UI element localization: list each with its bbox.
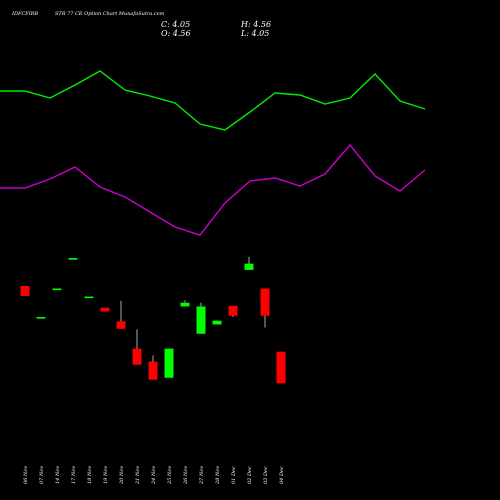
candle	[116, 300, 126, 329]
candle-body	[276, 351, 286, 384]
magenta-indicator-line	[0, 143, 426, 236]
x-tick-label: 03 Dec	[263, 466, 269, 484]
candle-body	[148, 361, 158, 380]
x-tick-label: 24 Nov	[151, 466, 157, 485]
candle	[244, 256, 254, 270]
candle-body	[116, 321, 126, 329]
x-tick-label: 04 Dec	[279, 466, 285, 484]
candle-body	[132, 348, 142, 365]
x-tick-label: 25 Nov	[167, 466, 173, 485]
open-value: O: 4.56	[161, 29, 191, 38]
candle-body	[20, 286, 30, 296]
candle	[180, 300, 190, 307]
x-tick-label: 06 Nov	[23, 466, 29, 484]
candle	[20, 286, 30, 296]
candle	[100, 307, 110, 312]
low-value: L: 4.05	[241, 29, 270, 38]
candle	[164, 348, 174, 378]
candle-body	[196, 306, 206, 334]
candle-body	[260, 288, 270, 316]
candle	[36, 317, 46, 319]
candle	[132, 329, 142, 365]
candle	[260, 288, 270, 328]
x-tick-label: 14 Nov	[55, 466, 61, 484]
candle	[228, 305, 238, 317]
candle	[212, 320, 222, 325]
x-tick-label: 01 Dec	[231, 466, 237, 484]
candle-body	[68, 258, 78, 260]
close-value: C: 4.05	[161, 20, 191, 29]
x-tick-label: 20 Nov	[119, 466, 125, 485]
x-tick-label: 27 Nov	[199, 466, 205, 485]
candle	[68, 258, 78, 260]
x-axis-tick-labels: 06 Nov 07 Nov 14 Nov 17 Nov 18 Nov 19 Nov 20 N…	[23, 466, 285, 485]
candle	[52, 288, 62, 291]
candle	[84, 296, 94, 299]
candle	[148, 355, 158, 380]
x-tick-label: 19 Nov	[103, 466, 109, 484]
x-tick-label: 28 Nov	[215, 466, 221, 485]
candle-body	[52, 288, 62, 291]
x-tick-label: 18 Nov	[87, 466, 93, 484]
x-tick-label: 07 Nov	[39, 466, 45, 484]
candle-body	[228, 305, 238, 316]
candle-body	[100, 307, 110, 312]
candles-group	[20, 256, 286, 384]
chart-subtitle: STR 77 CE Option Chart MunafaSutra.com	[55, 11, 165, 17]
candle	[276, 351, 286, 384]
candle-body	[36, 317, 46, 319]
candle-body	[244, 263, 254, 270]
candle-body	[212, 320, 222, 325]
green-indicator-line	[0, 70, 426, 131]
candle-body	[164, 348, 174, 378]
candle-body	[180, 302, 190, 307]
x-tick-label: 17 Nov	[71, 466, 77, 484]
candle-body	[84, 296, 94, 299]
high-value: H: 4.56	[241, 20, 272, 29]
x-tick-label: 26 Nov	[183, 466, 189, 485]
chart-symbol: IDFCFIRB	[12, 11, 39, 17]
x-tick-label: 21 Nov	[135, 466, 141, 485]
candle	[196, 302, 206, 334]
x-tick-label: 02 Dec	[247, 466, 253, 484]
